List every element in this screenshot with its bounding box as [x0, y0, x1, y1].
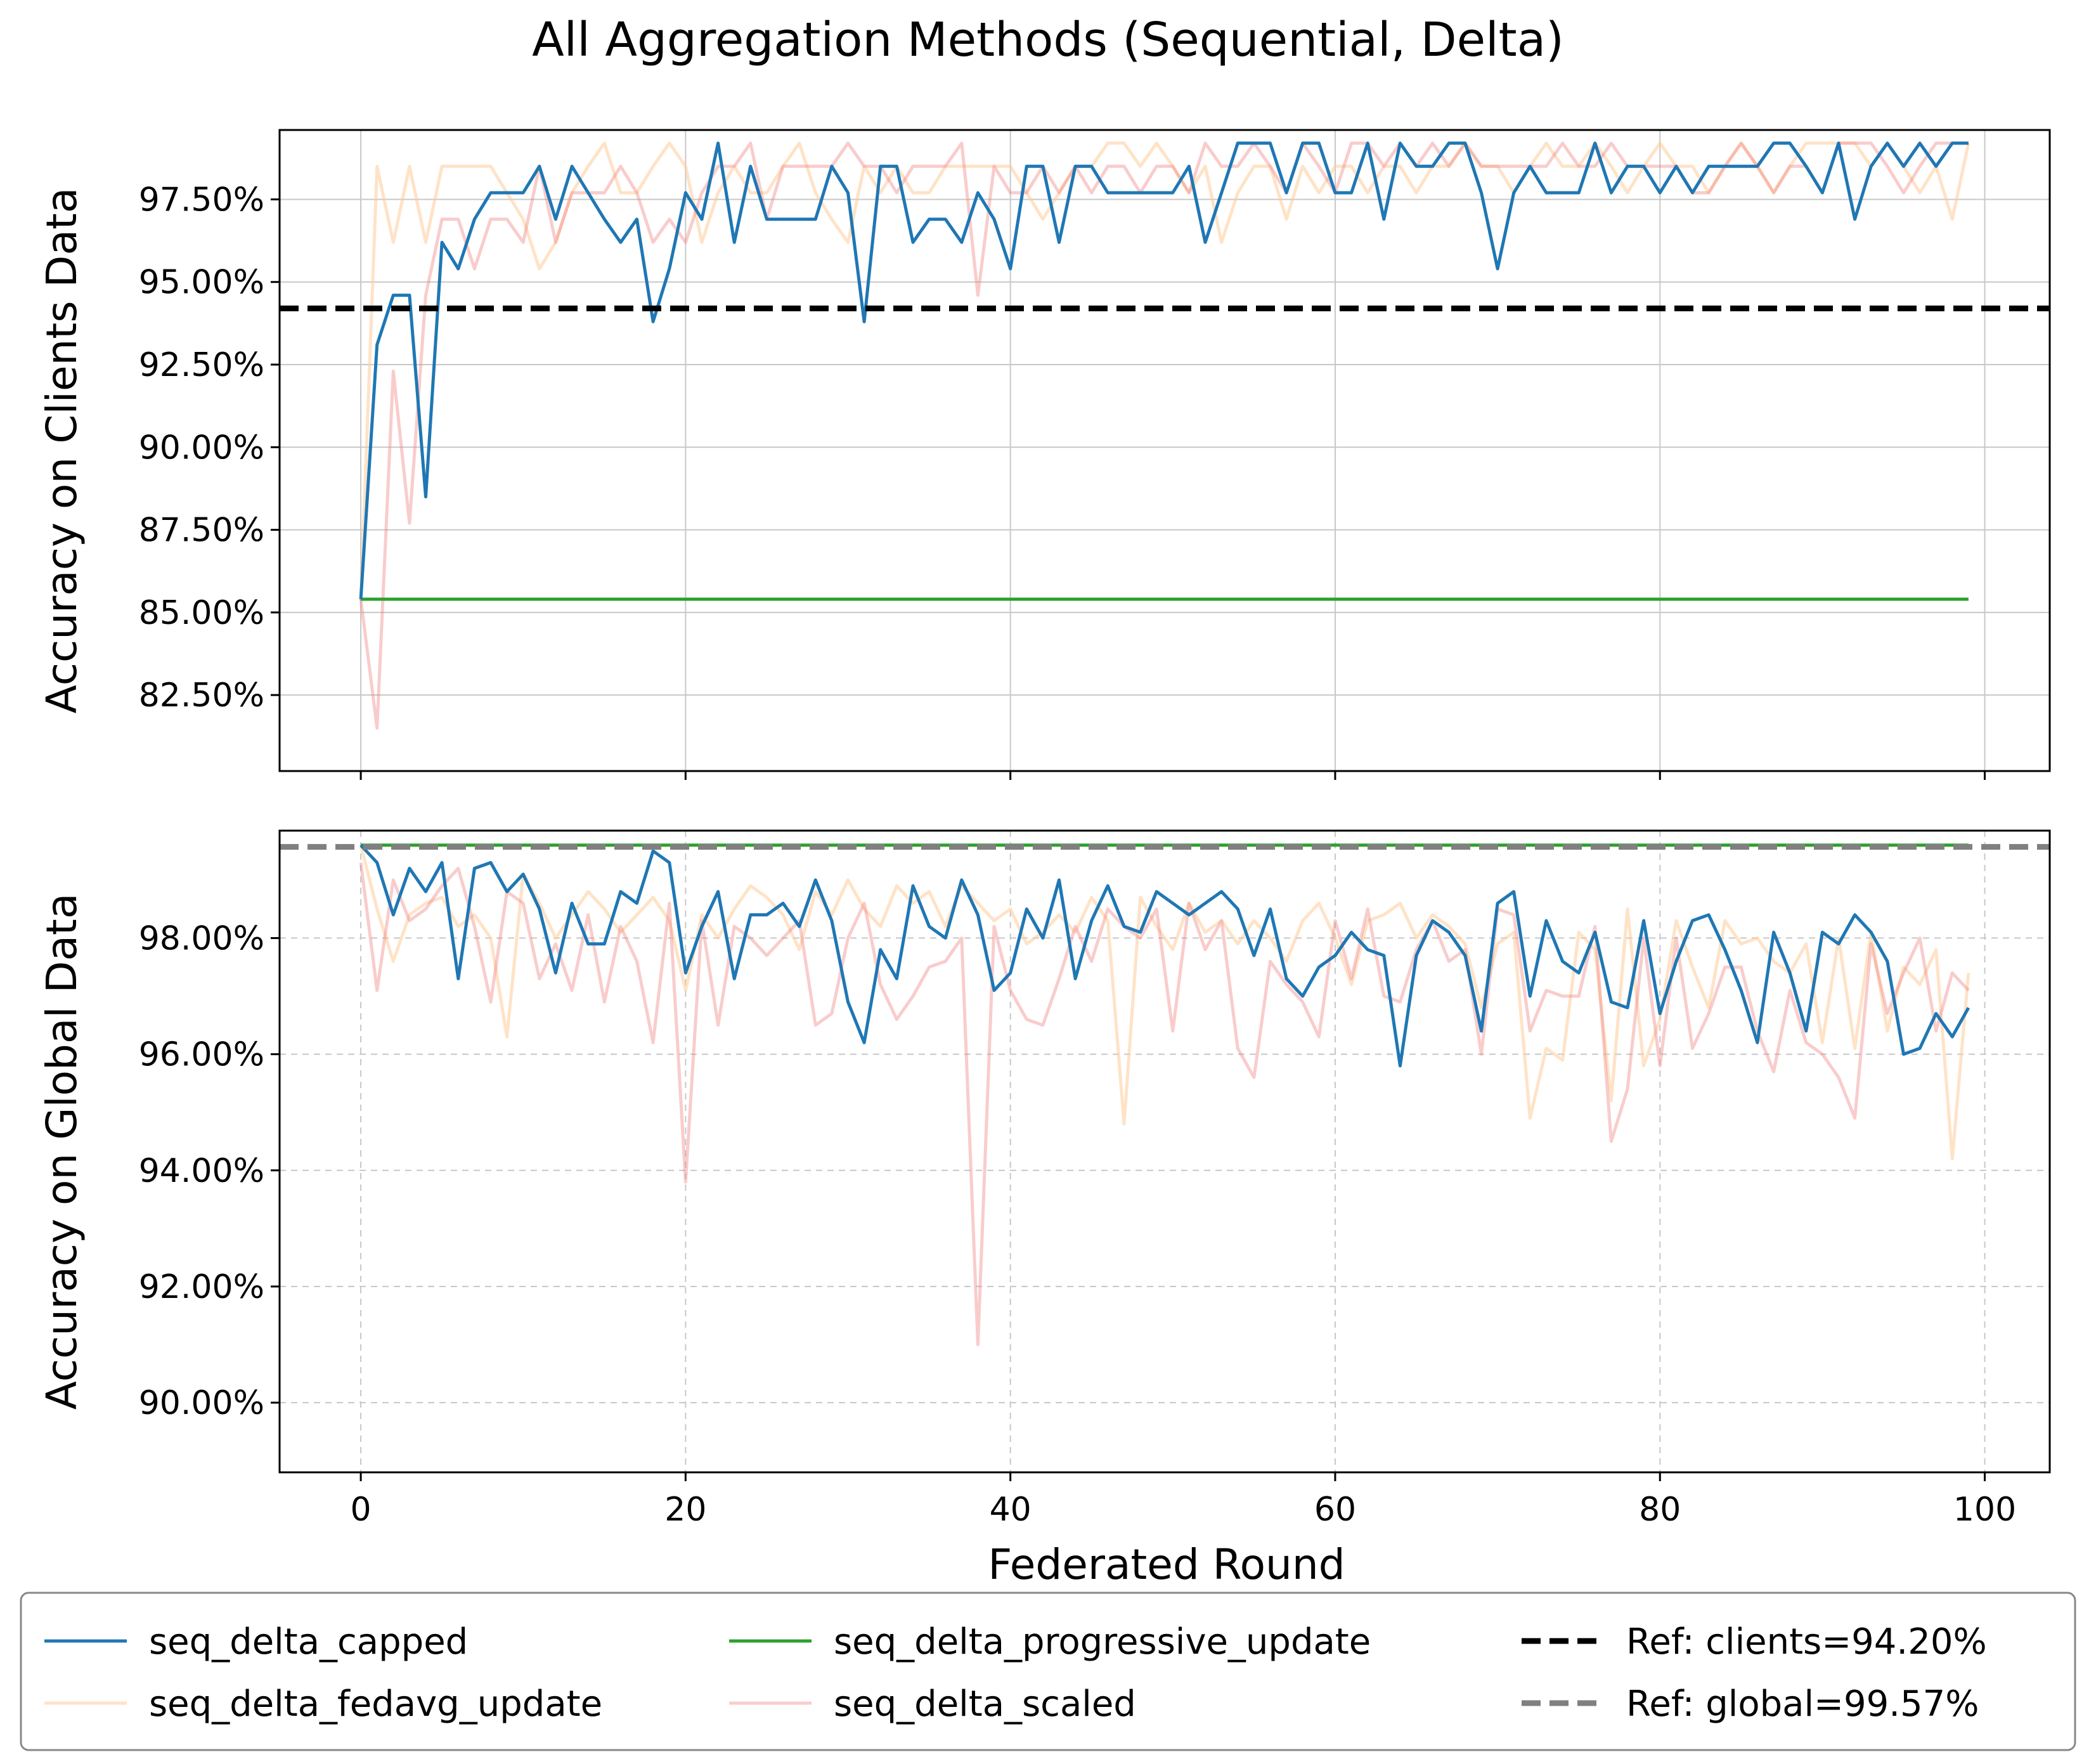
legend-label: seq_delta_fedavg_update [149, 1683, 602, 1725]
seq_delta_scaled-line [359, 141, 1969, 730]
clients-ticks: 82.50% 85.00% 87.50% 90.00% 92.50% 95.00% 97.5… [139, 181, 1986, 780]
global-ticks: 90.00% 92.00% 94.00% 96.00% 98.00% 0 20 40 60 80 1… [139, 919, 2016, 1529]
y-tick-label: 92.50% [139, 346, 264, 384]
legend-item-seq_delta_progressive_update: seq_delta_progressive_update [729, 1621, 1371, 1663]
y-tick-label: 90.00% [139, 1384, 264, 1422]
clients-axes-frame [278, 129, 2051, 772]
y-tick-label: 97.50% [139, 181, 264, 219]
legend-item-seq_delta_capped: seq_delta_capped [44, 1621, 468, 1663]
seq_delta_fedavg_update-line [359, 845, 1970, 1160]
legend-label: Ref: global=99.57% [1626, 1683, 1979, 1725]
seq_delta_scaled-line [359, 862, 1970, 1346]
seq_delta_capped-line [359, 141, 1969, 600]
clients-y-axis-label: Accuracy on Clients Data [37, 188, 86, 714]
y-tick-label: 95.00% [139, 264, 264, 302]
global-y-axis-label: Accuracy on Global Data [37, 893, 86, 1410]
legend-label: seq_delta_progressive_update [834, 1621, 1371, 1663]
legend: seq_delta_capped seq_delta_fedavg_update s… [20, 1592, 2076, 1751]
legend-label: Ref: clients=94.20% [1626, 1621, 1987, 1663]
legend-item-ref_global: Ref: global=99.57% [1522, 1683, 1979, 1725]
clients-series [359, 141, 1970, 730]
legend-label: seq_delta_capped [149, 1621, 468, 1663]
legend-item-seq_delta_scaled: seq_delta_scaled [729, 1683, 1136, 1725]
y-tick-label: 82.50% [139, 677, 264, 715]
global-grid [280, 831, 2050, 1472]
y-tick-label: 96.00% [139, 1036, 264, 1074]
global-axes-frame [278, 829, 2051, 1474]
global-accuracy-panel: 90.00% 92.00% 94.00% 96.00% 98.00% 0 20 40 60 80 1… [37, 829, 2051, 1529]
x-tick-label: 40 [990, 1491, 1032, 1529]
y-tick-label: 87.50% [139, 512, 264, 550]
legend-items: seq_delta_capped seq_delta_fedavg_update s… [44, 1621, 1987, 1725]
clients-accuracy-panel: 82.50% 85.00% 87.50% 90.00% 92.50% 95.00% 97.5… [37, 129, 2051, 780]
x-tick-label: 100 [1953, 1491, 2016, 1529]
x-tick-label: 60 [1314, 1491, 1356, 1529]
y-tick-label: 85.00% [139, 594, 264, 632]
seq_delta_capped-line [359, 844, 1970, 1068]
legend-label: seq_delta_scaled [834, 1683, 1136, 1725]
legend-item-ref_clients: Ref: clients=94.20% [1522, 1621, 1987, 1663]
legend-box [20, 1592, 2076, 1751]
clients-grid [280, 130, 2050, 771]
x-axis-label: Federated Round [988, 1540, 1345, 1589]
x-tick-label: 80 [1639, 1491, 1681, 1529]
y-tick-label: 90.00% [139, 429, 264, 467]
y-tick-label: 94.00% [139, 1152, 264, 1190]
y-tick-label: 92.00% [139, 1268, 264, 1306]
x-tick-label: 0 [351, 1491, 372, 1529]
x-tick-label: 20 [664, 1491, 706, 1529]
legend-item-seq_delta_fedavg_update: seq_delta_fedavg_update [44, 1683, 602, 1725]
chart-title: All Aggregation Methods (Sequential, Del… [532, 13, 1564, 67]
y-tick-label: 98.00% [139, 919, 264, 957]
